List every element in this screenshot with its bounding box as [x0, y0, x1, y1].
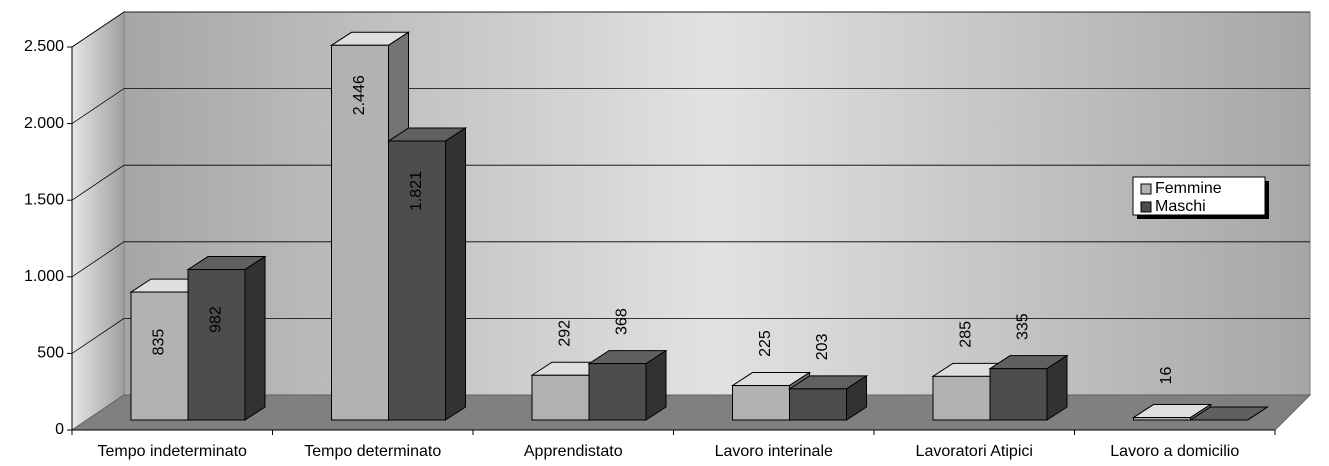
legend-box — [1132, 176, 1266, 216]
bar-side — [445, 127, 466, 421]
data-label: 335 — [1015, 313, 1032, 340]
data-label: 982 — [208, 306, 225, 333]
legend-label: Maschi — [1155, 198, 1206, 215]
x-tick-label: Tempo determinato — [304, 443, 441, 460]
back-wall — [123, 11, 1311, 396]
bar-side — [1247, 406, 1268, 421]
y-tick-label: 2.000 — [24, 115, 64, 132]
y-tick-label: 1.500 — [24, 191, 64, 208]
y-tick-label: 500 — [37, 345, 64, 362]
bar-front — [932, 375, 991, 421]
bar — [587, 349, 668, 421]
x-tick-label: Lavoratori Atipici — [916, 443, 1033, 460]
bar-front — [1133, 417, 1191, 421]
grid-line — [71, 241, 1310, 278]
data-label: 2.446 — [351, 75, 368, 115]
bar-front — [331, 44, 389, 421]
x-tick-label: Apprendistato — [524, 443, 623, 460]
x-tick-label: Lavoro interinale — [715, 443, 833, 460]
data-label: 292 — [557, 320, 574, 347]
grid-line — [71, 11, 1310, 48]
bar-front — [789, 388, 847, 421]
side-wall — [71, 11, 125, 431]
data-label: 1.821 — [408, 171, 425, 211]
legend-swatch — [1140, 201, 1152, 213]
x-tick-label: Tempo indeterminato — [98, 443, 248, 460]
bar-front — [732, 385, 790, 421]
bar-front — [531, 374, 590, 421]
bar — [1188, 406, 1270, 421]
data-label: 285 — [958, 321, 975, 348]
bar — [386, 127, 468, 421]
bar-front — [989, 368, 1048, 421]
data-label: 368 — [614, 308, 631, 335]
bar-front — [388, 140, 446, 421]
bar-front — [130, 291, 189, 421]
y-tick-label: 1.000 — [24, 268, 64, 285]
bar — [787, 374, 869, 421]
grid-line — [71, 317, 1310, 354]
y-tick-label: 0 — [55, 421, 64, 438]
data-label: 203 — [814, 333, 831, 360]
data-label: 225 — [757, 330, 774, 357]
bar — [1131, 403, 1213, 421]
legend-swatch — [1140, 183, 1152, 195]
bar-front — [588, 363, 647, 421]
bar-front — [187, 269, 246, 421]
legend-label: Femmine — [1155, 180, 1222, 197]
bar-side — [244, 255, 266, 421]
data-label: 835 — [151, 329, 168, 356]
bar — [988, 354, 1069, 421]
bar — [186, 255, 267, 421]
x-tick-label: Lavoro a domicilio — [1110, 443, 1239, 460]
y-tick-label: 2.500 — [24, 38, 64, 55]
data-label: 16 — [1158, 367, 1175, 385]
grid-line — [71, 164, 1310, 201]
grid-line — [71, 88, 1310, 124]
